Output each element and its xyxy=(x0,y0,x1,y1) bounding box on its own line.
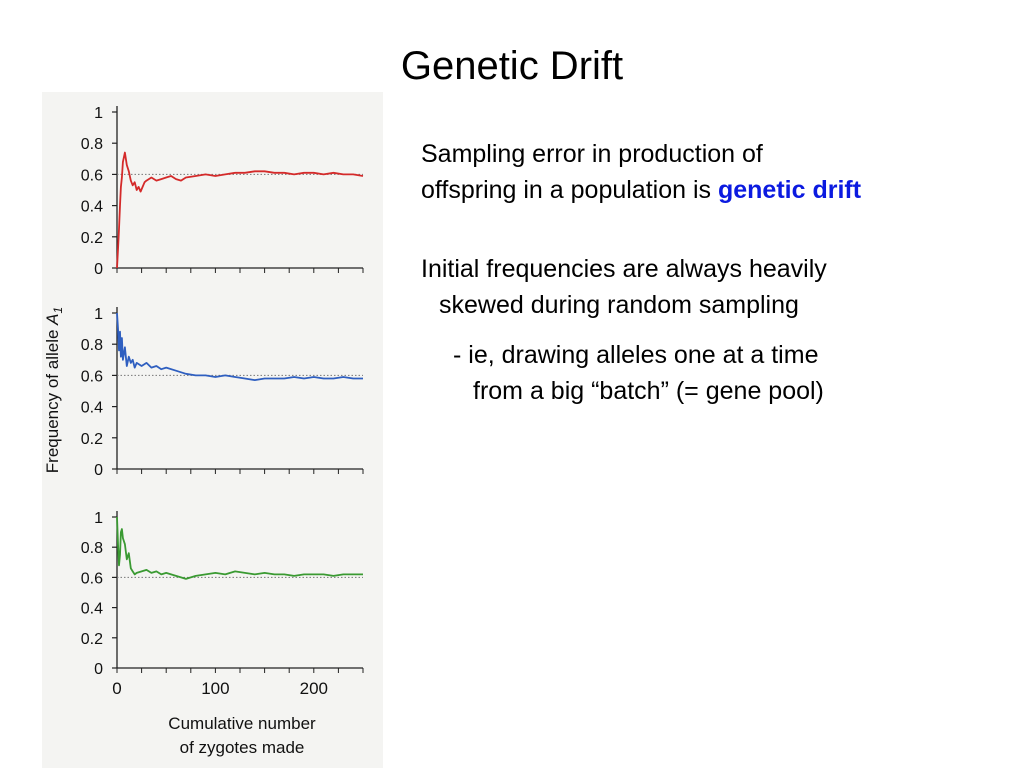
bottom-y-tick-label: 0.6 xyxy=(81,570,103,587)
bottom-y-tick-label: 0.4 xyxy=(81,601,103,618)
middle-series-line xyxy=(116,312,363,382)
y-axis-title: Frequency of allele A1 xyxy=(43,307,65,473)
bullet-line-1: - ie, drawing alleles one at a time xyxy=(453,341,819,369)
bottom-y-tick-label: 0.8 xyxy=(81,540,103,557)
x-axis-title-line1: Cumulative number xyxy=(168,714,316,733)
bottom-y-tick-label: 1 xyxy=(94,510,103,527)
paragraph-initial-frequencies: Initial frequencies are always heavily s… xyxy=(421,251,1021,323)
x-axis-title-line2: of zygotes made xyxy=(180,738,305,757)
top-y-tick-label: 0.6 xyxy=(81,167,103,184)
bottom-y-tick-label: 0 xyxy=(94,661,103,678)
slide-title: Genetic Drift xyxy=(400,44,624,88)
middle-y-tick-label: 0.6 xyxy=(81,368,103,385)
middle-y-tick-label: 0 xyxy=(94,462,103,479)
paragraph-2-line-1: Initial frequencies are always heavily xyxy=(421,255,827,283)
bottom-x-tick-label: 0 xyxy=(112,679,121,698)
middle-y-tick-label: 0.8 xyxy=(81,337,103,354)
bottom-x-tick-label: 100 xyxy=(201,679,229,698)
bullet-line-2: from a big “batch” (= gene pool) xyxy=(473,377,824,405)
middle-y-tick-label: 1 xyxy=(94,306,103,323)
bullet-drawing-alleles: - ie, drawing alleles one at a time from… xyxy=(421,337,1021,409)
figure-panel: 0 0.2 0.4 0.6 0.8 1 0 0.2 0.4 0.6 0.8 1 0 0.2 0.4 0.6 0.… xyxy=(42,92,383,768)
bottom-x-tick-label: 200 xyxy=(300,679,328,698)
top-y-tick-label: 0 xyxy=(94,261,103,278)
allele-frequency-charts: 0 0.2 0.4 0.6 0.8 1 0 0.2 0.4 0.6 0.8 1 0 0.2 0.4 0.6 0.… xyxy=(43,105,364,757)
middle-y-tick-label: 0.2 xyxy=(81,431,103,448)
paragraph-1-line-2: offspring in a population is genetic dri… xyxy=(421,172,1021,208)
top-series-line xyxy=(116,151,364,269)
middle-y-tick-label: 0.4 xyxy=(81,400,103,417)
bottom-y-tick-label: 0.2 xyxy=(81,631,103,648)
genetic-drift-highlight: genetic drift xyxy=(717,176,862,204)
top-y-tick-label: 0.8 xyxy=(81,136,103,153)
top-y-tick-label: 0.4 xyxy=(81,199,103,216)
top-y-tick-label: 0.2 xyxy=(81,230,103,247)
paragraph-1-line-2-text: offspring in a population is xyxy=(421,176,718,204)
slide-body: Sampling error in production of offsprin… xyxy=(421,136,1021,409)
paragraph-1-line-1: Sampling error in production of xyxy=(421,140,763,168)
paragraph-2-line-2: skewed during random sampling xyxy=(439,291,799,319)
top-y-tick-label: 1 xyxy=(94,105,103,122)
bottom-series-line xyxy=(116,516,363,580)
paragraph-sampling-error: Sampling error in production of offsprin… xyxy=(421,136,1021,208)
